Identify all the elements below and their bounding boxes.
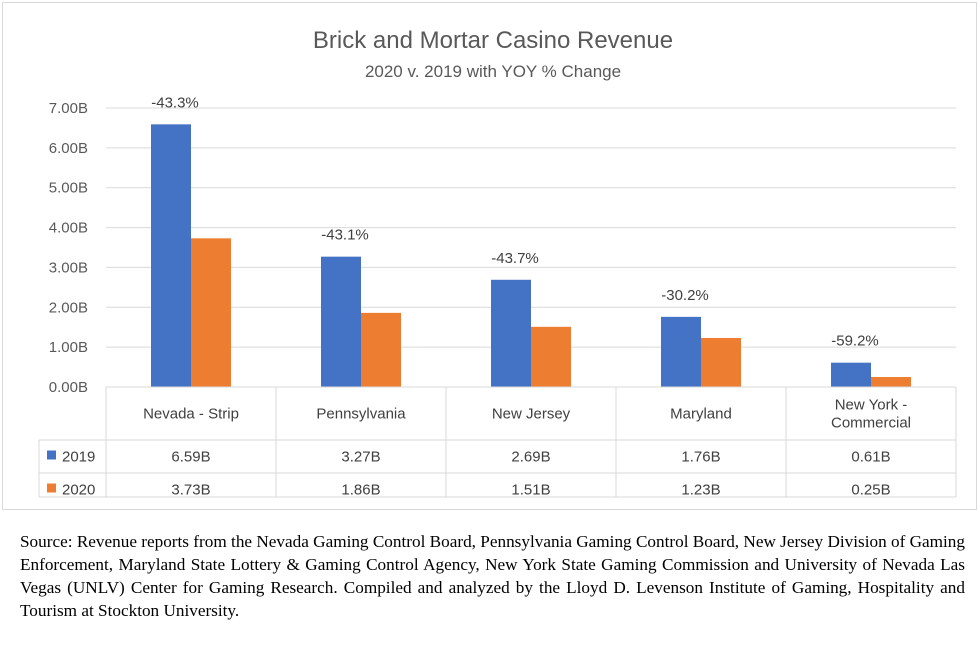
bars [151, 124, 911, 387]
table-cell: 0.25B [851, 482, 890, 499]
bar-chart: Brick and Mortar Casino Revenue 2020 v. … [38, 27, 957, 499]
table-cell: 1.23B [681, 482, 720, 499]
yoy-change-label: -43.7% [491, 250, 539, 267]
table-cell: 1.76B [681, 449, 720, 466]
bar-2019-4 [831, 362, 871, 387]
chart-frame: Brick and Mortar Casino Revenue 2020 v. … [2, 2, 977, 510]
y-tick-label: 4.00B [49, 220, 88, 237]
bar-2020-3 [701, 337, 741, 387]
yoy-change-label: -43.3% [151, 94, 199, 111]
table-cell: 3.27B [341, 449, 380, 466]
chart-title: Brick and Mortar Casino Revenue [313, 27, 673, 54]
bar-2020-0 [191, 238, 231, 387]
y-tick-label: 5.00B [49, 180, 88, 197]
category-label: New Jersey [492, 406, 571, 423]
y-tick-label: 2.00B [49, 299, 88, 316]
chart-subtitle: 2020 v. 2019 with YOY % Change [365, 62, 621, 81]
category-label: Maryland [670, 406, 732, 423]
bar-2019-3 [661, 316, 701, 387]
yoy-change-label: -59.2% [831, 333, 879, 350]
legend-label: 2019 [62, 449, 95, 466]
bar-2020-1 [361, 312, 401, 387]
category-label: Pennsylvania [316, 406, 406, 423]
y-tick-label: 1.00B [49, 339, 88, 356]
bar-2020-2 [531, 326, 571, 387]
y-tick-label: 7.00B [49, 100, 88, 117]
y-tick-label: 0.00B [49, 379, 88, 396]
y-tick-label: 6.00B [49, 140, 88, 157]
table-cell: 2.69B [511, 449, 550, 466]
source-note: Source: Revenue reports from the Nevada … [20, 532, 965, 620]
table-cell: 1.51B [511, 482, 550, 499]
bar-2020-4 [871, 377, 911, 387]
category-label: New York - [835, 397, 908, 414]
table-cell: 1.86B [341, 482, 380, 499]
yoy-change-label: -43.1% [321, 227, 369, 244]
yoy-labels: -43.3% -43.1% -43.7% -30.2% -59.2% [151, 94, 879, 349]
bar-2019-0 [151, 124, 191, 387]
bar-2019-1 [321, 256, 361, 387]
legend-key-2020 [47, 483, 56, 493]
bar-2019-2 [491, 279, 531, 387]
table-cell: 6.59B [171, 449, 210, 466]
category-label: Nevada - Strip [143, 406, 239, 423]
category-label: Commercial [831, 415, 911, 432]
yoy-change-label: -30.2% [661, 287, 709, 304]
legend-label: 2020 [62, 482, 95, 499]
data-table: Nevada - Strip Pennsylvania New Jersey Mary… [38, 386, 957, 499]
table-cell: 0.61B [851, 449, 890, 466]
legend-key-2019 [47, 450, 56, 460]
table-cell: 3.73B [171, 482, 210, 499]
y-axis-ticks: 0.00B 1.00B 2.00B 3.00B 4.00B 5.00B 6.00B 7.00B [49, 100, 88, 396]
y-tick-label: 3.00B [49, 259, 88, 276]
